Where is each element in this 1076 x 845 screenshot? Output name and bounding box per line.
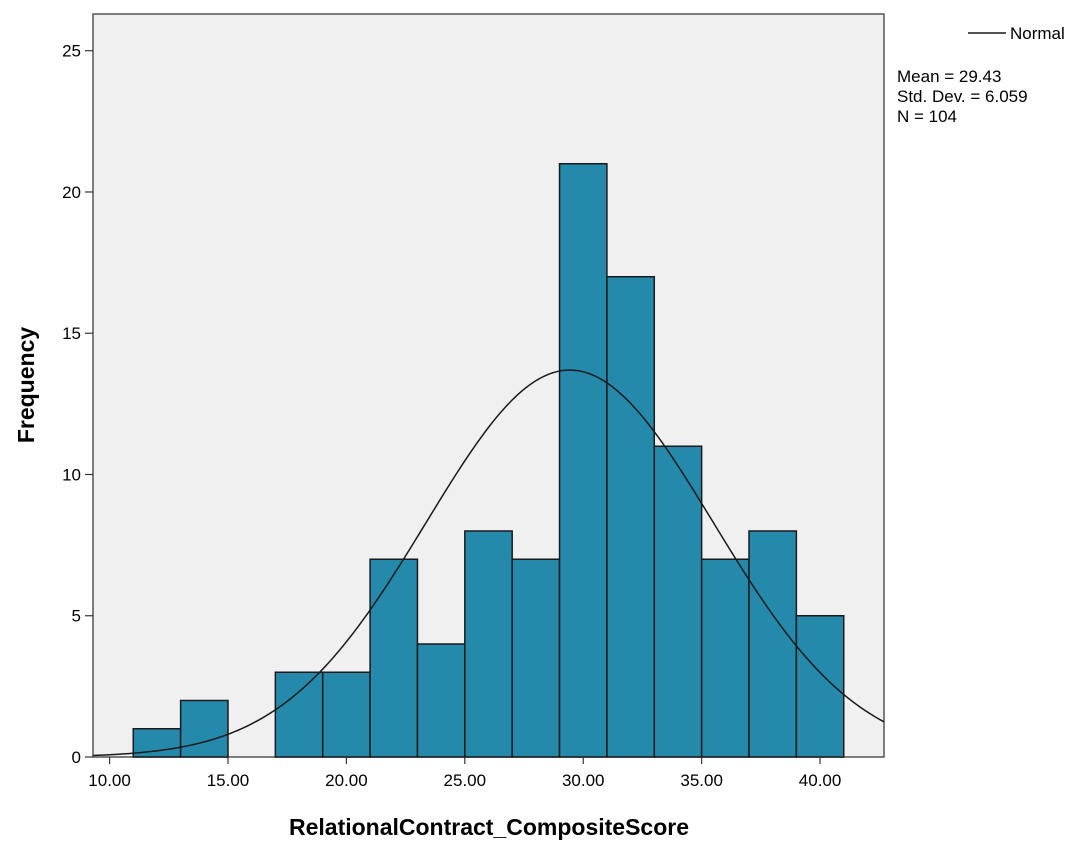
x-axis: 10.00 15.00 20.00 25.00 30.00 35.00 40.00 bbox=[88, 757, 841, 790]
y-axis-title: Frequency bbox=[13, 327, 39, 444]
histogram-bar bbox=[653, 445, 703, 758]
stat-std-dev: Std. Dev. = 6.059 bbox=[897, 87, 1028, 106]
y-tick-label: 15 bbox=[62, 324, 81, 343]
y-tick-label: 25 bbox=[62, 42, 81, 61]
y-tick-label: 5 bbox=[72, 607, 81, 626]
legend: Normal bbox=[968, 24, 1065, 43]
histogram-bar bbox=[321, 671, 371, 758]
histogram-bars bbox=[132, 162, 845, 758]
histogram-bar bbox=[416, 643, 466, 758]
x-tick-label: 30.00 bbox=[562, 771, 605, 790]
x-axis-title: RelationalContract_CompositeScore bbox=[289, 814, 689, 840]
x-tick-label: 40.00 bbox=[799, 771, 842, 790]
normal-curve bbox=[92, 369, 885, 757]
x-tick-label: 25.00 bbox=[444, 771, 487, 790]
x-tick-label: 20.00 bbox=[325, 771, 368, 790]
histogram-bar bbox=[274, 671, 324, 758]
x-tick-label: 35.00 bbox=[680, 771, 723, 790]
histogram-bar bbox=[606, 275, 656, 758]
x-tick-label: 10.00 bbox=[88, 771, 131, 790]
histogram-bar bbox=[748, 530, 798, 758]
histogram-bar bbox=[179, 699, 229, 758]
stat-n: N = 104 bbox=[897, 107, 957, 126]
histogram-bar bbox=[795, 614, 845, 758]
histogram-bar bbox=[464, 530, 513, 758]
stat-mean: Mean = 29.43 bbox=[897, 67, 1001, 86]
histogram-bar bbox=[511, 558, 561, 758]
histogram-bar bbox=[558, 162, 608, 758]
y-tick-label: 10 bbox=[62, 465, 81, 484]
y-axis: 0 5 10 15 20 25 bbox=[62, 42, 93, 767]
x-tick-label: 15.00 bbox=[207, 771, 250, 790]
histogram-bar bbox=[700, 558, 750, 758]
legend-label: Normal bbox=[1010, 24, 1065, 43]
stats-box: Mean = 29.43 Std. Dev. = 6.059 N = 104 bbox=[897, 67, 1028, 126]
y-tick-label: 0 bbox=[72, 748, 81, 767]
histogram-bar bbox=[369, 558, 419, 758]
y-tick-label: 20 bbox=[62, 183, 81, 202]
